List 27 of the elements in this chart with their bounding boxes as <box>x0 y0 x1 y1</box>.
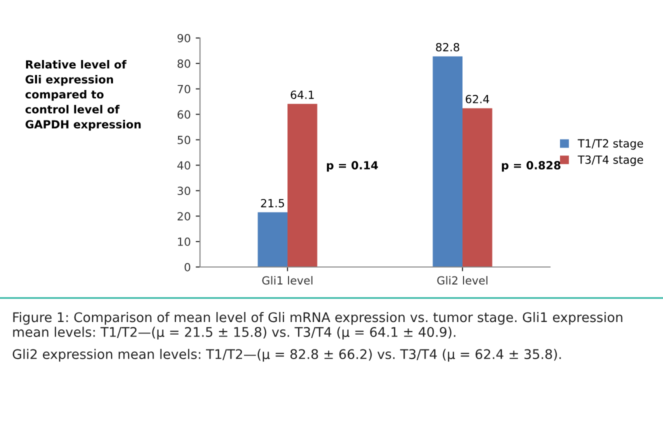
text: Gli2 expression mean levels: T1/T2—(μ = 82.8 ± 66.2) vs. T3/T4 (μ = 62.4 ± 35.8). <box>12 348 561 362</box>
legend-label: T1/T2 stage <box>578 139 644 150</box>
x-tick-label: Gli2 level <box>437 276 488 285</box>
caption: Figure 1: Comparison of mean level of Gli mRNA expression vs. tumor stage. Gli1 expression mean levels: T1/T2—(μ = 21.5 ± 15.8) vs. T3/T4 (μ = 64.1 ± 40.9). <box>13 312 622 340</box>
y-tick-label: 20 <box>178 212 190 220</box>
bar <box>288 104 318 267</box>
annotation: p = 0.828 <box>502 161 560 172</box>
x-tick-label: Gli1 level <box>262 276 312 285</box>
y-tick-label: 80 <box>178 59 190 68</box>
bar <box>258 212 288 267</box>
y-tick-label: 60 <box>178 110 190 119</box>
data-label: 64.1 <box>290 90 314 99</box>
data-label: 62.4 <box>466 94 490 104</box>
data-label: 82.8 <box>436 42 460 52</box>
y-tick-label: 70 <box>178 84 190 94</box>
legend-label: T3/T4 stage <box>578 155 644 166</box>
y-tick-label: 10 <box>178 238 190 246</box>
y-tick-label: 30 <box>178 186 190 196</box>
y-tick-label: 40 <box>177 161 190 170</box>
bar <box>462 108 492 267</box>
y-tick-label: 0 <box>184 262 190 272</box>
data-label: 21.5 <box>261 198 284 208</box>
bar <box>432 56 462 267</box>
y-tick-label: 90 <box>178 34 190 42</box>
y-axis-title: Relative level of Gli expression compared to control level of GAPDH expression <box>25 60 141 131</box>
annotation: p = 0.14 <box>326 161 378 172</box>
y-tick-label: 50 <box>178 136 190 144</box>
